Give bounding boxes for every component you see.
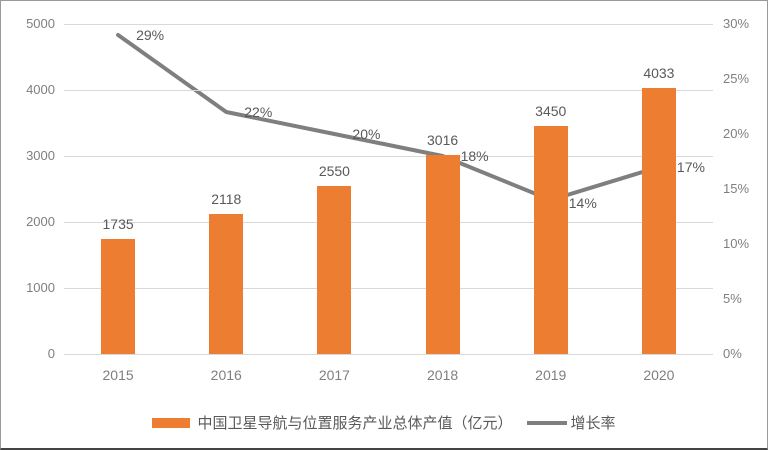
line-point-label: 20%	[352, 126, 381, 142]
x-axis-label: 2020	[643, 367, 675, 383]
y-axis-right-tick: 0%	[723, 346, 742, 361]
gridline	[64, 23, 713, 25]
legend-bar-swatch-icon	[152, 417, 191, 428]
bar-value-label: 3016	[427, 131, 459, 148]
y-axis-left-tick: 4000	[26, 82, 55, 97]
y-axis-right-tick: 15%	[723, 181, 750, 196]
x-axis-label: 2016	[210, 367, 242, 383]
line-point-label: 22%	[244, 104, 273, 120]
y-axis-right-tick: 30%	[723, 16, 750, 31]
y-axis-left-tick: 2000	[26, 214, 55, 229]
gridline	[64, 89, 713, 91]
x-axis-label: 2019	[535, 367, 567, 383]
y-axis-left-tick: 1000	[26, 280, 55, 295]
bar-value-label: 1735	[102, 216, 134, 233]
line-point-label: 17%	[676, 159, 705, 175]
bar-2015	[101, 239, 136, 354]
legend-line-label: 增长率	[570, 415, 616, 432]
legend-line-swatch-icon	[526, 420, 567, 425]
growth-rate-line	[116, 33, 661, 202]
bar-value-label: 4033	[643, 64, 675, 81]
legend-bar-label: 中国卫星导航与位置服务产业总体产值（亿元）	[197, 415, 513, 432]
bar-2018	[425, 154, 460, 354]
y-axis-left-tick: 5000	[26, 16, 55, 31]
line-point-label: 29%	[136, 27, 165, 43]
bar-2019	[533, 126, 568, 354]
gridline	[64, 287, 713, 289]
y-axis-left-tick: 0	[47, 346, 55, 361]
bar-value-label: 2118	[211, 191, 242, 208]
gridline	[64, 221, 713, 223]
y-axis-right-tick: 25%	[723, 71, 750, 86]
legend: 中国卫星导航与位置服务产业总体产值（亿元） 增长率	[1, 412, 767, 433]
y-axis-right-tick: 20%	[723, 126, 750, 141]
gridline	[64, 155, 713, 157]
bar-2017	[317, 185, 352, 354]
x-axis-label: 2018	[427, 367, 459, 383]
bar-2020	[641, 87, 676, 354]
line-point-label: 18%	[460, 148, 489, 164]
gridline	[64, 353, 713, 355]
bar-value-label: 3450	[535, 103, 567, 120]
bar-2016	[209, 214, 244, 354]
y-axis-left-tick: 3000	[26, 148, 55, 163]
x-axis-label: 2017	[318, 367, 350, 383]
x-axis-label: 2015	[102, 367, 134, 383]
line-point-label: 14%	[568, 195, 597, 211]
bar-value-label: 2550	[318, 162, 350, 179]
y-axis-right-tick: 5%	[723, 291, 742, 306]
y-axis-right-tick: 10%	[723, 236, 750, 251]
